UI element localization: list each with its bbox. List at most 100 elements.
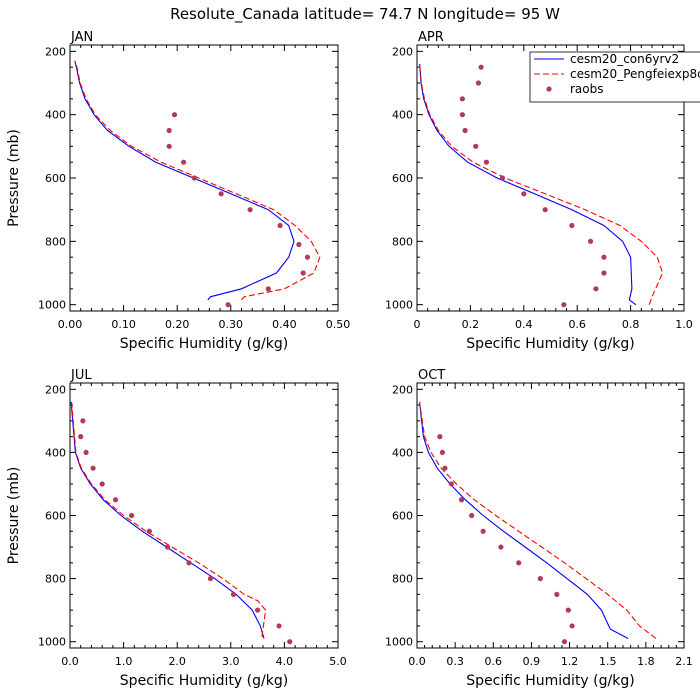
y-tick-label: 400 xyxy=(45,109,66,122)
raobs-point xyxy=(166,143,172,149)
raobs-point xyxy=(112,497,119,503)
y-tick-label: 600 xyxy=(392,510,413,523)
raobs-point xyxy=(499,175,506,181)
raobs-point xyxy=(442,465,448,471)
x-tick-label: 5.0 xyxy=(329,655,347,668)
y-tick-label: 200 xyxy=(392,383,413,396)
x-axis-label: Specific Humidity (g/kg) xyxy=(466,673,634,689)
raobs-point xyxy=(516,560,522,566)
raobs-point xyxy=(276,623,282,629)
x-tick-label: 0.20 xyxy=(165,318,190,331)
raobs-point xyxy=(277,222,283,229)
raobs-point xyxy=(473,143,479,149)
x-tick-label: 0.4 xyxy=(515,318,533,331)
raobs-point xyxy=(537,575,543,582)
x-tick-label: 0.8 xyxy=(622,318,640,331)
x-tick-label: 2.0 xyxy=(168,655,186,668)
y-tick-label: 1000 xyxy=(38,299,66,312)
x-tick-label: 0.50 xyxy=(326,318,351,331)
x-tick-label: 1.0 xyxy=(675,318,693,331)
x-tick-label: 1.8 xyxy=(637,655,655,668)
x-axis-label: Specific Humidity (g/kg) xyxy=(120,673,288,689)
y-tick-label: 1000 xyxy=(385,299,413,312)
raobs-point xyxy=(186,560,192,566)
raobs-point xyxy=(483,159,490,165)
plot-area xyxy=(74,60,321,308)
panel-title: JAN xyxy=(70,30,93,45)
raobs-point xyxy=(146,528,152,534)
x-axis-label: Specific Humidity (g/kg) xyxy=(466,336,634,352)
plot-area xyxy=(418,401,657,645)
raobs-point xyxy=(462,127,468,134)
y-tick-label: 400 xyxy=(392,446,413,459)
raobs-point xyxy=(207,575,214,582)
x-tick-label: 0.0 xyxy=(61,655,79,668)
x-tick-label: 3.0 xyxy=(222,655,240,668)
raobs-point xyxy=(475,80,482,86)
raobs-point xyxy=(437,434,443,440)
x-tick-label: 0.30 xyxy=(219,318,244,331)
x-tick-label: 4.0 xyxy=(276,655,294,668)
x-tick-label: 0.3 xyxy=(446,655,464,668)
y-tick-label: 200 xyxy=(45,383,66,396)
raobs-point xyxy=(439,449,446,456)
raobs-point xyxy=(171,112,178,118)
x-tick-label: 0.40 xyxy=(272,318,297,331)
y-tick-label: 800 xyxy=(392,235,413,248)
raobs-point xyxy=(478,64,484,70)
x-tick-label: 0 xyxy=(414,318,421,331)
x-tick-label: 0.6 xyxy=(485,655,503,668)
panel-title: APR xyxy=(418,30,444,45)
raobs-point xyxy=(569,222,575,229)
y-tick-label: 1000 xyxy=(38,636,66,649)
y-tick-label: 600 xyxy=(45,510,66,523)
raobs-point xyxy=(78,434,84,440)
plot-frame xyxy=(69,44,339,312)
series-line-dashed xyxy=(419,63,664,305)
raobs-point xyxy=(458,497,465,503)
raobs-point xyxy=(164,544,171,550)
raobs-point xyxy=(459,96,465,102)
raobs-point xyxy=(191,175,197,181)
y-tick-label: 400 xyxy=(45,446,66,459)
series-line-solid xyxy=(419,63,637,306)
series-line-solid xyxy=(70,401,265,639)
x-tick-label: 2.1 xyxy=(675,655,693,668)
raobs-point xyxy=(80,418,86,424)
legend-label: cesm20_Pengfeiexp8c xyxy=(570,67,700,81)
raobs-point xyxy=(225,302,231,308)
series-line-solid xyxy=(74,60,295,301)
raobs-point xyxy=(265,286,271,292)
raobs-point xyxy=(480,528,486,534)
raobs-point xyxy=(542,207,548,213)
raobs-point xyxy=(587,238,594,244)
raobs-point xyxy=(218,191,224,197)
raobs-point xyxy=(304,254,311,260)
raobs-point xyxy=(569,623,575,629)
figure-title: Resolute_Canada latitude= 74.7 N longitu… xyxy=(170,5,560,24)
raobs-point xyxy=(565,607,571,613)
panel-jan: JAN 0.00 0.10 0.20 0.30 0.40 0.50 200 400 600 800 1… xyxy=(6,30,350,352)
raobs-point xyxy=(561,302,567,308)
plot-frame xyxy=(416,382,685,649)
raobs-point xyxy=(554,591,560,597)
y-tick-label: 800 xyxy=(45,235,66,248)
raobs-point xyxy=(99,481,105,487)
raobs-point xyxy=(255,607,261,613)
x-tick-label: 0.9 xyxy=(523,655,541,668)
legend-label: cesm20_con6yrv2 xyxy=(570,52,679,66)
panel-apr: APR 0 0.2 0.4 0.6 0.8 1.0 200 400 600 800 1000 Speci… xyxy=(385,30,693,352)
y-tick-label: 600 xyxy=(45,172,66,185)
x-tick-label: 1.2 xyxy=(561,655,579,668)
x-tick-label: 1.0 xyxy=(115,655,133,668)
y-tick-label: 400 xyxy=(392,109,413,122)
series-line-dashed xyxy=(74,60,321,301)
raobs-point xyxy=(230,591,237,597)
raobs-point xyxy=(296,241,302,248)
raobs-point xyxy=(498,544,504,550)
x-tick-label: 1.5 xyxy=(599,655,617,668)
y-axis-label: Pressure (mb) xyxy=(6,467,22,565)
x-tick-label: 0.00 xyxy=(58,318,83,331)
plot-area xyxy=(419,63,664,308)
